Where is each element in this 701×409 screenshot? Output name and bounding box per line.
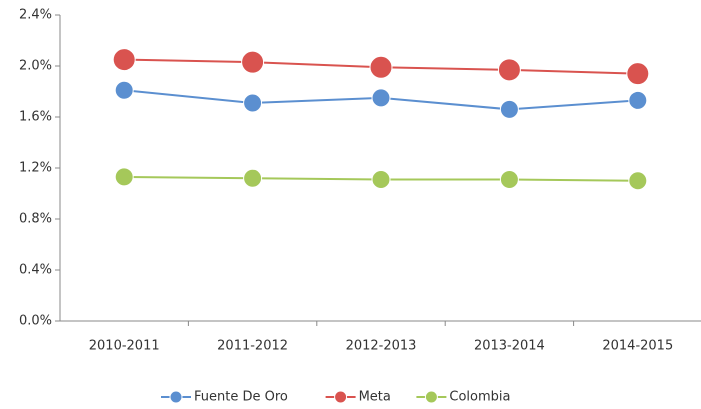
x-tick-label: 2011-2012 [217,339,288,354]
y-tick-label: 2.0% [19,59,52,74]
marker [243,168,263,188]
marker [112,48,136,72]
x-tick-label: 2014-2015 [602,339,673,354]
marker [499,169,519,189]
marker [628,171,648,191]
y-tick-label: 1.6% [19,110,52,125]
legend-marker [169,390,183,404]
marker [241,50,265,74]
x-tick-label: 2013-2014 [474,339,545,354]
marker [371,88,391,108]
y-tick-label: 0.8% [19,212,52,227]
marker [371,169,391,189]
marker [243,93,263,113]
marker [628,90,648,110]
marker [369,55,393,79]
marker [114,80,134,100]
marker [626,62,650,86]
y-tick-label: 0.4% [19,263,52,278]
marker [497,58,521,82]
legend-marker [424,390,438,404]
x-tick-label: 2012-2013 [346,339,417,354]
y-tick-label: 0.0% [19,314,52,329]
y-tick-label: 1.2% [19,161,52,176]
legend-label: Meta [359,390,391,405]
legend-marker [334,390,348,404]
marker [114,167,134,187]
marker [499,99,519,119]
legend-label: Colombia [449,390,510,405]
x-tick-label: 2010-2011 [89,339,160,354]
legend-label: Fuente De Oro [194,390,288,405]
y-tick-label: 2.4% [19,8,52,23]
